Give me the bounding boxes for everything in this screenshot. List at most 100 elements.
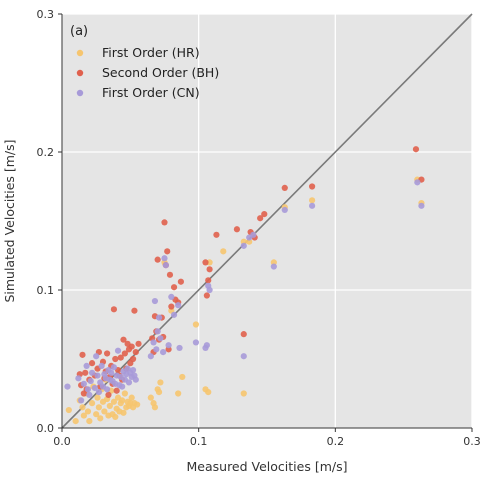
data-point	[65, 406, 72, 414]
data-point	[250, 231, 257, 238]
data-point	[75, 375, 82, 382]
data-point	[80, 412, 87, 419]
y-tick-label: 0.1	[37, 284, 55, 297]
axes	[58, 13, 473, 432]
data-point	[95, 404, 102, 411]
data-point	[147, 353, 154, 360]
legend-marker	[76, 49, 84, 57]
y-tick-label: 0.2	[37, 146, 55, 159]
data-point	[309, 183, 316, 190]
data-point	[220, 248, 227, 255]
legend-label: First Order (CN)	[102, 85, 200, 100]
data-point	[240, 390, 247, 397]
data-point	[84, 408, 92, 415]
data-point	[94, 372, 101, 379]
data-point	[151, 404, 159, 411]
tick-labels: 0.0 0.1 0.2 0.3 0.0 0.1 0.2 0.3	[37, 8, 481, 448]
data-point	[203, 292, 210, 299]
data-point	[86, 391, 93, 398]
data-point	[170, 284, 178, 291]
data-point	[414, 179, 421, 186]
data-point	[86, 418, 93, 425]
data-point	[94, 394, 101, 401]
data-point	[82, 369, 89, 376]
data-point	[205, 389, 212, 396]
legend-item: First Order (CN)	[76, 85, 200, 100]
data-point	[153, 346, 160, 353]
data-point	[192, 321, 200, 328]
data-point	[157, 335, 164, 342]
legend: First Order (HR) Second Order (BH) First O…	[76, 45, 219, 100]
data-point	[168, 303, 175, 310]
data-point	[88, 400, 96, 407]
x-tick-label: 0.1	[190, 435, 208, 448]
data-point	[161, 219, 168, 226]
data-point	[79, 404, 86, 411]
data-point	[129, 355, 137, 363]
data-point	[261, 211, 268, 218]
data-point	[192, 339, 200, 346]
data-point	[160, 349, 167, 356]
data-point	[121, 350, 128, 357]
data-point	[120, 336, 127, 343]
data-point	[91, 384, 98, 392]
x-tick-label: 0.0	[53, 435, 71, 448]
data-point	[64, 383, 71, 390]
data-point	[121, 390, 128, 397]
data-point	[161, 255, 168, 262]
legend-item: First Order (HR)	[76, 45, 200, 60]
data-point	[162, 262, 169, 269]
y-tick-label: 0.0	[37, 422, 55, 435]
x-tick-label: 0.2	[327, 435, 345, 448]
data-point	[175, 302, 182, 309]
data-point	[257, 215, 264, 222]
data-point	[117, 354, 124, 361]
data-point	[205, 277, 212, 284]
legend-item: Second Order (BH)	[76, 65, 219, 80]
data-point	[113, 387, 120, 394]
data-point	[101, 408, 108, 415]
data-point	[129, 366, 137, 374]
data-point	[105, 391, 112, 398]
series-3	[64, 179, 425, 404]
data-point	[88, 369, 96, 376]
data-point	[125, 379, 133, 386]
data-point	[150, 339, 157, 346]
data-point	[179, 373, 186, 381]
data-point	[106, 402, 113, 410]
data-point	[147, 394, 154, 401]
data-point	[151, 297, 159, 305]
data-point	[78, 397, 85, 404]
data-point	[95, 389, 102, 396]
data-point	[135, 340, 142, 347]
data-point	[154, 328, 161, 335]
data-point	[93, 353, 100, 360]
data-point	[108, 369, 115, 376]
data-point	[98, 362, 105, 369]
data-point	[240, 242, 247, 249]
data-point	[119, 383, 126, 390]
data-point	[175, 390, 182, 397]
data-point	[119, 397, 126, 404]
data-point	[110, 306, 118, 313]
data-point	[213, 231, 220, 238]
series-1	[65, 176, 425, 425]
data-point	[93, 411, 100, 418]
data-point	[240, 331, 247, 338]
data-point	[104, 386, 111, 393]
data-point	[203, 342, 210, 349]
legend-marker	[76, 89, 84, 97]
data-point	[110, 364, 118, 371]
data-point	[84, 386, 92, 393]
data-point	[128, 343, 135, 350]
data-point	[120, 409, 127, 416]
data-point	[83, 362, 90, 369]
data-point	[206, 266, 213, 273]
panel-label: (a)	[70, 24, 88, 39]
x-axis-title: Measured Velocities [m/s]	[187, 459, 348, 474]
legend-label: Second Order (BH)	[102, 65, 219, 80]
legend-marker	[76, 69, 84, 77]
data-point	[165, 342, 172, 349]
x-tick-label: 0.3	[463, 435, 481, 448]
data-point	[154, 256, 161, 263]
